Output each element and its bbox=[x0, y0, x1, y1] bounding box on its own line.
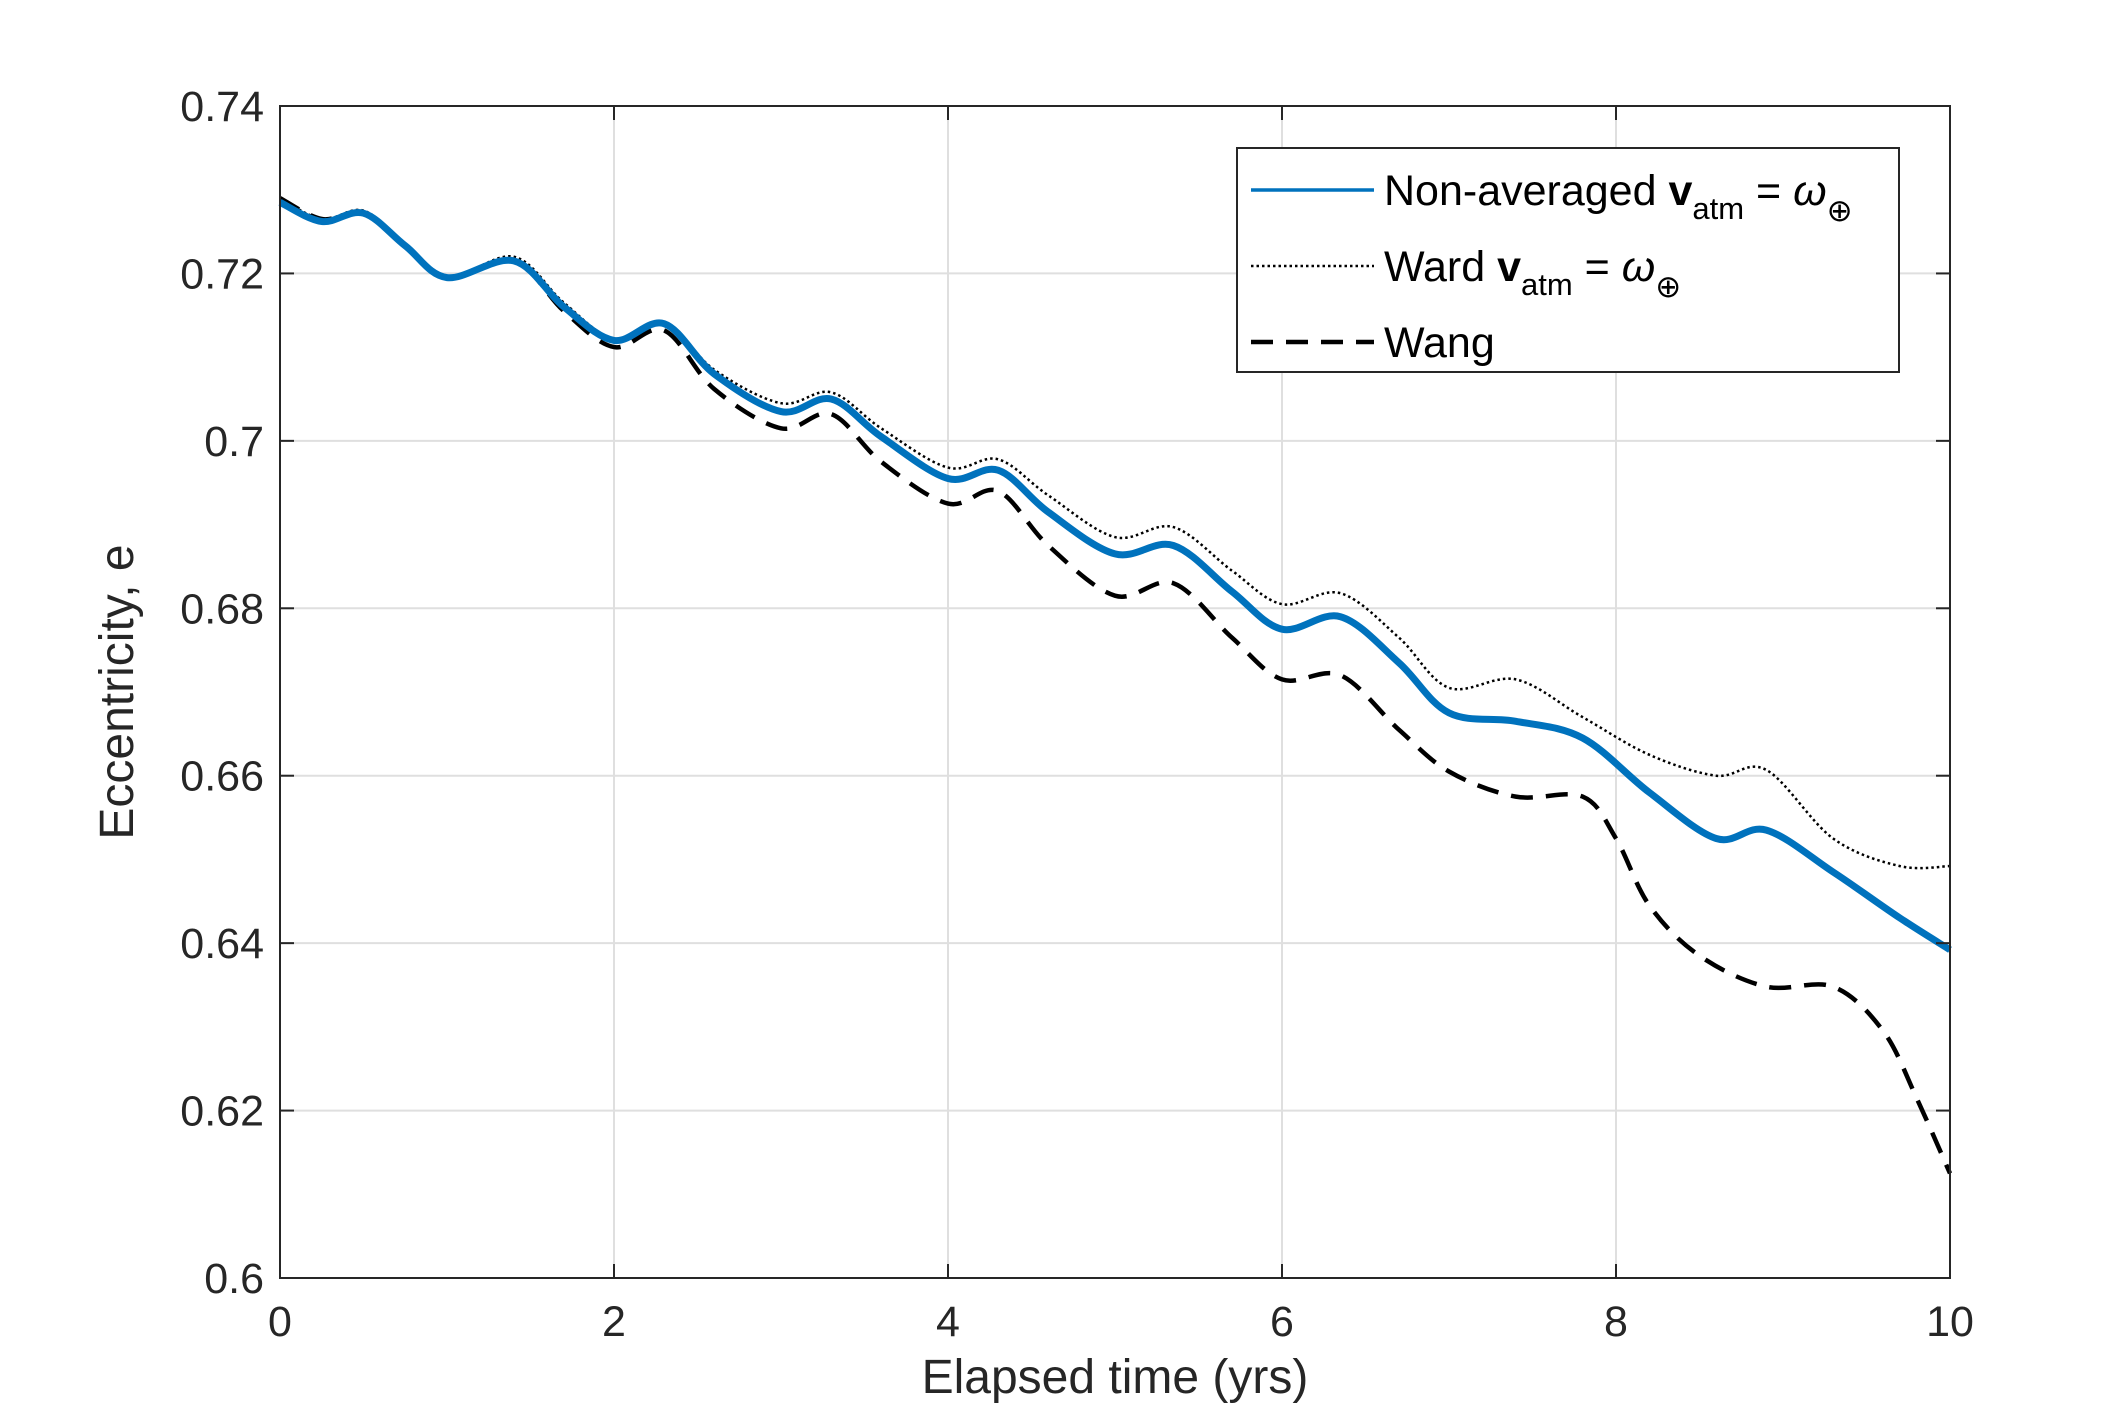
y-tick-label: 0.64 bbox=[180, 920, 264, 968]
legend: Non-averaged vatm = ω⊕Ward vatm = ω⊕Wang bbox=[1236, 147, 1900, 373]
legend-label-nonavg: Non-averaged vatm = ω⊕ bbox=[1384, 167, 1853, 228]
x-tick-label: 2 bbox=[602, 1298, 626, 1346]
y-tick-label: 0.6 bbox=[204, 1255, 264, 1303]
y-tick-label: 0.62 bbox=[180, 1088, 264, 1136]
legend-subscript-atm: atm bbox=[1692, 191, 1744, 226]
legend-box bbox=[1236, 147, 1900, 373]
y-tick-label: 0.7 bbox=[204, 418, 264, 466]
x-tick-label: 6 bbox=[1270, 1298, 1294, 1346]
legend-text: = bbox=[1744, 167, 1793, 215]
y-axis-label: Eccentricity, e bbox=[91, 544, 144, 839]
legend-text: = bbox=[1573, 243, 1622, 291]
legend-text: Wang bbox=[1384, 319, 1495, 367]
y-tick-label: 0.68 bbox=[180, 585, 264, 633]
ticks: 0 2 4 6 8 10 0.6 0.62 0.64 0.66 0.68 0.7 0.72 0.74 bbox=[180, 83, 1974, 1346]
x-tick-label: 4 bbox=[936, 1298, 960, 1346]
legend-subscript-atm: atm bbox=[1521, 267, 1573, 302]
y-tick-label: 0.74 bbox=[180, 83, 264, 131]
legend-symbol-omega: ω bbox=[1622, 243, 1656, 291]
x-tick-label: 0 bbox=[268, 1298, 292, 1346]
y-tick-label: 0.72 bbox=[180, 250, 264, 298]
legend-symbol-v: v bbox=[1497, 243, 1521, 291]
x-tick-label: 10 bbox=[1926, 1298, 1974, 1346]
series-line-nonavg bbox=[278, 199, 1952, 953]
legend-label-wang: Wang bbox=[1384, 319, 1495, 367]
legend-text: Non-averaged bbox=[1384, 167, 1668, 215]
legend-symbol-v: v bbox=[1668, 167, 1692, 215]
series-layer bbox=[278, 196, 1953, 1175]
legend-text: Ward bbox=[1384, 243, 1497, 291]
x-tick-label: 8 bbox=[1604, 1298, 1628, 1346]
legend-subscript-earth: ⊕ bbox=[1827, 193, 1853, 228]
legend-symbol-omega: ω bbox=[1793, 167, 1827, 215]
legend-subscript-earth: ⊕ bbox=[1655, 269, 1681, 304]
plot-border bbox=[279, 105, 1951, 1279]
legend-label-ward: Ward vatm = ω⊕ bbox=[1384, 243, 1681, 304]
x-axis-label: Elapsed time (yrs) bbox=[922, 1351, 1309, 1404]
y-tick-label: 0.66 bbox=[180, 753, 264, 801]
series-line-ward bbox=[279, 196, 1951, 870]
